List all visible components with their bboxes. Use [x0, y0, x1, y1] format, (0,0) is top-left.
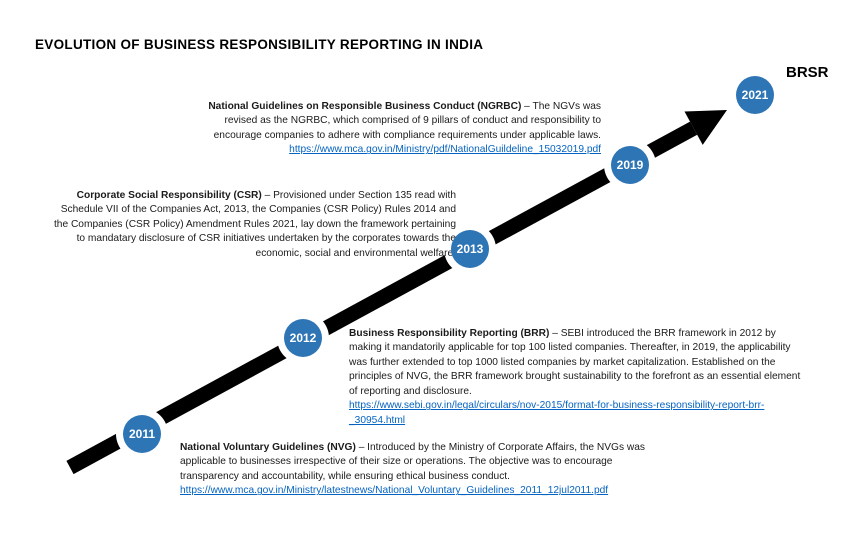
page-title: EVOLUTION OF BUSINESS RESPONSIBILITY REP… — [35, 37, 484, 52]
milestone-year: 2021 — [741, 88, 769, 102]
brr-body: – SEBI introduced the BRR framework in 2… — [349, 328, 801, 397]
arrow-shaft — [66, 121, 698, 475]
csr-paragraph: Corporate Social Responsibility (CSR) – … — [48, 189, 456, 261]
ngrbc-link[interactable]: https://www.mca.gov.in/Ministry/pdf/Nati… — [289, 144, 601, 156]
csr-body: – Provisioned under Section 135 read wit… — [53, 190, 456, 259]
nvg-heading: National Voluntary Guidelines (NVG) — [180, 442, 356, 453]
milestone-year: 2019 — [616, 158, 644, 172]
ngrbc-heading: National Guidelines on Responsible Busin… — [208, 101, 522, 112]
nvg-paragraph: National Voluntary Guidelines (NVG) – In… — [180, 441, 666, 484]
milestone-year: 2012 — [289, 331, 317, 345]
ngrbc-body: – The NGVs was revised as the NGRBC, whi… — [213, 101, 601, 141]
milestone-year: 2011 — [128, 427, 156, 441]
nvg-link[interactable]: https://www.mca.gov.in/Ministry/latestne… — [180, 485, 609, 497]
milestone-2021: 2021 — [736, 76, 774, 114]
arrow-head — [684, 110, 727, 145]
csr-heading: Corporate Social Responsibility (CSR) — [76, 190, 262, 201]
brr-text-block: Business Responsibility Reporting (BRR) … — [349, 327, 811, 428]
brr-paragraph: Business Responsibility Reporting (BRR) … — [349, 327, 811, 399]
nvg-body: – Introduced by the Ministry of Corporat… — [180, 442, 646, 482]
ngrbc-text-block: National Guidelines on Responsible Busin… — [180, 100, 601, 158]
milestone-2011: 2011 — [123, 415, 161, 453]
milestone-2019: 2019 — [611, 146, 649, 184]
ngrbc-paragraph: National Guidelines on Responsible Busin… — [180, 100, 601, 143]
brsr-label: BRSR — [786, 64, 829, 81]
nvg-text-block: National Voluntary Guidelines (NVG) – In… — [180, 441, 666, 499]
brr-heading: Business Responsibility Reporting (BRR) — [349, 328, 550, 339]
milestone-2012: 2012 — [284, 319, 322, 357]
brr-link[interactable]: https://www.sebi.gov.in/legal/circulars/… — [349, 400, 765, 426]
csr-text-block: Corporate Social Responsibility (CSR) – … — [48, 189, 456, 261]
milestone-2013: 2013 — [451, 230, 489, 268]
milestone-year: 2013 — [456, 242, 484, 256]
